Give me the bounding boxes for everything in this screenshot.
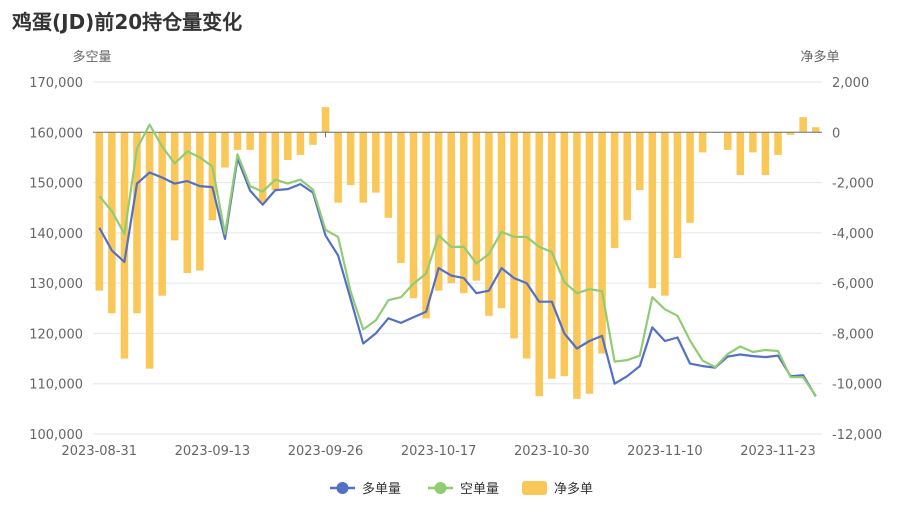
y-left-tick-label: 120,000 — [29, 327, 83, 342]
y-left-tick-label: 150,000 — [29, 177, 83, 192]
x-tick-label: 2023-09-13 — [175, 444, 251, 459]
net-long-bar — [598, 132, 606, 354]
legend-marker — [434, 482, 447, 494]
y-left-axis-label: 多空量 — [72, 49, 111, 65]
net-long-bar — [648, 132, 657, 289]
net-long-bar — [246, 132, 254, 150]
net-long-bar — [522, 132, 531, 359]
net-long-bar — [384, 132, 393, 218]
net-long-bar — [560, 132, 569, 377]
net-long-bar — [573, 132, 581, 399]
x-tick-label: 2023-09-26 — [288, 444, 364, 459]
net-long-bar — [447, 132, 455, 284]
legend-item: 净多单 — [522, 481, 593, 497]
y-right-axis-label: 净多单 — [800, 49, 839, 65]
net-long-bar — [372, 132, 380, 193]
axes: 170,000 2,000 160,000 0 150,000 -2,000 140,000… — [29, 76, 882, 459]
net-long-bar — [422, 132, 430, 319]
net-long-bar — [284, 132, 292, 160]
net-long-bar — [208, 132, 217, 221]
x-tick-label: 2023-11-10 — [627, 444, 703, 459]
chart-title: 鸡蛋(JD)前20持仓量变化 — [12, 10, 243, 34]
legend-item: 多单量 — [330, 481, 401, 497]
net-long-bar — [133, 132, 141, 314]
net-long-bar — [170, 132, 179, 241]
y-right-tick-label: -4,000 — [832, 227, 874, 242]
net-long-bar — [723, 132, 732, 150]
y-left-tick-label: 130,000 — [29, 277, 83, 292]
net-long-bar — [761, 132, 770, 176]
net-long-bar — [686, 132, 694, 223]
net-long-bar — [296, 132, 305, 155]
y-left-tick-label: 140,000 — [29, 227, 83, 242]
net-long-bar — [610, 132, 619, 248]
y-right-tick-label: -12,000 — [832, 428, 882, 443]
net-long-bar — [799, 117, 807, 133]
y-right-tick-label: 2,000 — [832, 76, 869, 91]
series-lines — [98, 123, 817, 397]
net-long-bar — [673, 132, 682, 258]
net-long-bar — [510, 132, 518, 339]
legend-label: 多单量 — [362, 481, 401, 497]
net-long-bar — [661, 132, 669, 296]
net-long-bar — [736, 132, 745, 176]
net-long-bar — [535, 132, 543, 397]
y-left-tick-label: 110,000 — [29, 378, 83, 393]
net-long-bar — [749, 132, 757, 153]
net-long-bar — [183, 132, 192, 274]
net-long-bar — [196, 132, 204, 271]
y-right-tick-label: 0 — [832, 126, 840, 141]
net-long-bar — [95, 132, 104, 291]
legend-bar-swatch — [522, 481, 547, 495]
y-right-tick-label: -2,000 — [832, 177, 874, 192]
legend-label: 空单量 — [460, 482, 499, 497]
net-long-bar — [120, 132, 129, 359]
x-tick-label: 2023-08-31 — [62, 444, 138, 459]
net-long-bar — [271, 132, 280, 191]
legend: 多单量 空单量 净多单 — [330, 481, 593, 497]
x-tick-label: 2023-11-23 — [740, 444, 816, 459]
y-left-tick-label: 160,000 — [29, 126, 83, 141]
net-long-bar — [108, 132, 116, 314]
y-right-tick-label: -8,000 — [832, 327, 874, 342]
y-left-tick-label: 170,000 — [29, 76, 83, 91]
net-long-bar — [321, 107, 330, 133]
net-long-bar — [472, 132, 481, 281]
x-tick-label: 2023-10-30 — [514, 444, 590, 459]
y-left-tick-label: 100,000 — [29, 428, 83, 443]
short-volume-line — [98, 123, 817, 397]
net-long-bar — [258, 132, 267, 203]
net-long-bar — [811, 127, 820, 133]
net-long-bar — [359, 132, 368, 203]
net-long-bar — [635, 132, 644, 191]
net-long-bar — [309, 132, 317, 145]
net-long-bar — [346, 132, 355, 186]
net-long-bar — [145, 132, 154, 369]
legend-marker — [336, 482, 349, 494]
net-long-bar — [233, 132, 242, 150]
net-long-bar — [623, 132, 631, 221]
net-long-bar — [774, 132, 782, 155]
net-long-bar — [334, 132, 342, 203]
legend-item: 空单量 — [428, 482, 499, 497]
y-right-tick-label: -6,000 — [832, 277, 874, 292]
net-long-bar — [485, 132, 493, 316]
long-volume-line — [98, 157, 817, 397]
net-long-bar — [409, 132, 418, 299]
x-tick-label: 2023-10-17 — [401, 444, 477, 459]
net-long-bar — [434, 132, 443, 291]
net-long-bar — [547, 132, 556, 379]
net-long-bars — [95, 107, 820, 399]
net-long-bar — [397, 132, 405, 264]
legend-label: 净多单 — [554, 481, 593, 497]
net-long-bar — [585, 132, 594, 394]
net-long-bar — [221, 132, 229, 168]
net-long-bar — [497, 132, 506, 309]
net-long-bar — [786, 132, 795, 135]
net-long-bar — [460, 132, 468, 294]
y-right-tick-label: -10,000 — [832, 378, 882, 393]
net-long-bar — [698, 132, 707, 153]
net-long-bar — [158, 132, 166, 296]
